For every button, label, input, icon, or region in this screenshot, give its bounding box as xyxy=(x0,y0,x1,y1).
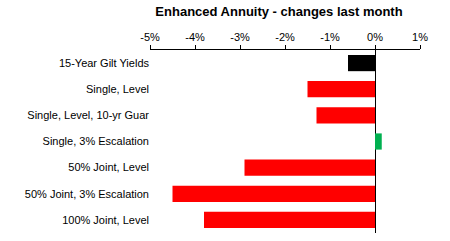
svg-text:0%: 0% xyxy=(367,31,383,43)
svg-text:-4%: -4% xyxy=(185,31,205,43)
svg-text:50% Joint, 3% Escalation: 50% Joint, 3% Escalation xyxy=(25,188,149,200)
svg-text:-3%: -3% xyxy=(230,31,250,43)
svg-text:-1%: -1% xyxy=(320,31,340,43)
svg-text:Single, 3% Escalation: Single, 3% Escalation xyxy=(43,135,149,147)
svg-text:1%: 1% xyxy=(412,31,428,43)
svg-text:-2%: -2% xyxy=(275,31,295,43)
svg-text:100% Joint, Level: 100% Joint, Level xyxy=(62,214,149,226)
svg-text:Enhanced Annuity - changes las: Enhanced Annuity - changes last month xyxy=(155,4,402,19)
svg-text:15-Year Gilt Yields: 15-Year Gilt Yields xyxy=(59,57,150,69)
svg-text:Single, Level: Single, Level xyxy=(86,83,149,95)
svg-text:50% Joint, Level: 50% Joint, Level xyxy=(68,161,149,173)
svg-text:Single, Level, 10-yr Guar: Single, Level, 10-yr Guar xyxy=(27,109,149,121)
svg-text:-5%: -5% xyxy=(140,31,160,43)
